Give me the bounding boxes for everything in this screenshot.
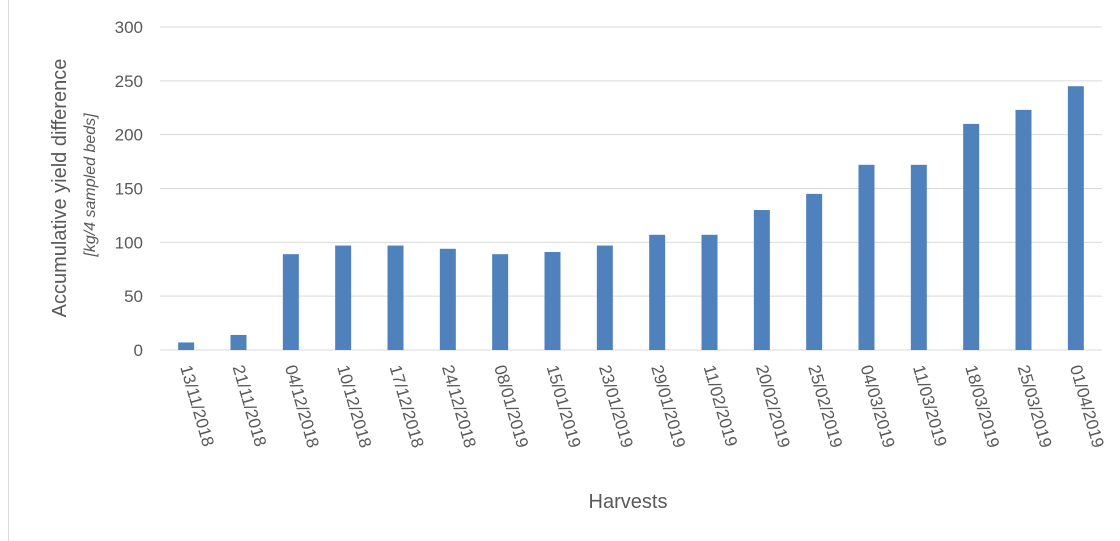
y-tick-label: 50 (124, 287, 143, 306)
bar (544, 252, 561, 350)
bar (1067, 86, 1084, 350)
bar (963, 123, 980, 351)
x-tick-label: 15/01/2019 (543, 363, 585, 450)
x-tick-label: 04/03/2019 (857, 363, 899, 450)
y-axis-unit: [kg/4 sampled beds] (82, 113, 99, 258)
x-axis-title: Harvests (589, 491, 668, 513)
x-tick-label: 08/01/2019 (490, 363, 532, 450)
x-tick-label: 24/12/2018 (438, 363, 480, 450)
y-axis-title: Accumulative yield difference (49, 59, 71, 318)
bar (649, 234, 666, 350)
x-tick-label: 10/12/2018 (333, 363, 375, 450)
y-tick-label: 250 (115, 72, 143, 91)
bar (701, 234, 718, 350)
x-tick-label: 20/02/2019 (752, 363, 794, 450)
x-tick-label: 23/01/2019 (595, 363, 637, 450)
bar (439, 248, 456, 350)
x-tick-label: 11/02/2019 (700, 363, 741, 449)
bars (178, 86, 1084, 351)
x-axis-ticks: 13/11/2018 21/11/2018 04/12/2018 10/12/2018… (176, 363, 1107, 450)
y-axis-ticks: 0 50 100 150 200 250 300 (115, 18, 143, 360)
bar (806, 193, 823, 350)
bar (387, 245, 404, 350)
bar (230, 334, 247, 350)
x-tick-label: 18/03/2019 (961, 363, 1003, 450)
y-tick-label: 0 (134, 341, 143, 360)
x-tick-label: 29/01/2019 (647, 363, 689, 450)
frame-border (8, 0, 9, 541)
y-tick-label: 100 (115, 233, 143, 252)
bar (492, 254, 509, 350)
bar (282, 254, 299, 350)
x-tick-label: 11/03/2019 (909, 363, 950, 449)
bar (753, 210, 770, 350)
bar (858, 164, 875, 350)
gridlines (160, 26, 1102, 351)
x-tick-label: 21/11/2018 (229, 363, 270, 449)
y-tick-label: 300 (115, 18, 143, 37)
x-tick-label: 04/12/2018 (281, 363, 323, 450)
x-tick-label: 17/12/2018 (386, 363, 428, 450)
x-tick-label: 13/11/2018 (176, 363, 217, 449)
x-tick-label: 25/03/2019 (1014, 363, 1056, 450)
x-tick-label: 01/04/2019 (1066, 363, 1108, 450)
bar (335, 245, 352, 350)
bar (178, 342, 195, 350)
bar (596, 245, 613, 350)
bar (910, 164, 927, 350)
bar (1015, 109, 1032, 350)
x-tick-label: 25/02/2019 (804, 363, 846, 450)
y-tick-label: 200 (115, 126, 143, 145)
y-tick-label: 150 (115, 180, 143, 199)
